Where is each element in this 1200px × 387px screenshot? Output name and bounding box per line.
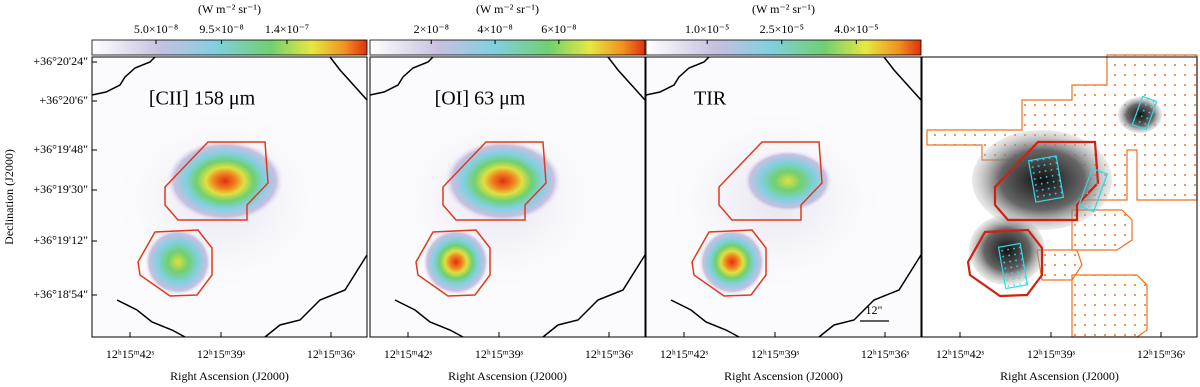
emission-blob	[422, 228, 490, 296]
panel-frame	[645, 56, 922, 338]
colorbar	[91, 39, 368, 56]
map-boundary	[91, 56, 156, 96]
panel	[921, 54, 1198, 338]
scale-bar-label: 12"	[866, 303, 883, 317]
x-tick-label: 12ʰ15ᵐ42ˢ	[106, 347, 155, 361]
colorbar-unit: (W m⁻² sr⁻¹)	[198, 2, 261, 16]
x-tick-label: 12ʰ15ᵐ36ˢ	[1137, 347, 1186, 361]
emission-blob	[144, 228, 212, 296]
panel-frame	[91, 56, 368, 338]
x-axis-title: Right Ascension (J2000)	[1000, 369, 1119, 383]
x-axis-title: Right Ascension (J2000)	[724, 369, 843, 383]
map-boundary	[645, 56, 710, 96]
footprint	[1027, 155, 1065, 203]
y-tick-label: +36°20'24"	[33, 54, 88, 68]
region-outline	[718, 141, 823, 221]
emission-blob	[165, 139, 285, 223]
colorbar-tick-label: 4.0×10⁻⁵	[834, 22, 878, 36]
map-boundary	[394, 299, 464, 338]
region-outline	[164, 141, 269, 221]
x-tick-label: 12ʰ15ᵐ36ˢ	[861, 347, 910, 361]
y-tick-label: +36°18'54"	[33, 287, 88, 301]
footprint	[1077, 167, 1109, 213]
panel	[369, 56, 646, 338]
y-tick-label: +36°19'12"	[33, 233, 88, 247]
y-tick-label: +36°19'48"	[33, 142, 88, 156]
x-tick-label: 12ʰ15ᵐ42ˢ	[660, 347, 709, 361]
region-outline	[993, 140, 1100, 222]
x-axis-title: Right Ascension (J2000)	[170, 369, 289, 383]
y-axis-title: Declination (J2000)	[2, 149, 16, 245]
x-tick-label: 12ʰ15ᵐ39ˢ	[197, 347, 246, 361]
panel-label: [OI] 63 μm	[435, 88, 526, 110]
y-tick-label: +36°20'6"	[39, 93, 88, 107]
x-axis-title: Right Ascension (J2000)	[448, 369, 567, 383]
footprint	[997, 242, 1029, 290]
x-tick-label: 12ʰ15ᵐ36ˢ	[307, 347, 356, 361]
x-tick-label: 12ʰ15ᵐ42ˢ	[936, 347, 985, 361]
colorbar-unit: (W m⁻² sr⁻¹)	[752, 2, 815, 16]
colorbar-tick-label: 2.5×10⁻⁵	[760, 22, 804, 36]
panel-frame	[921, 56, 1198, 338]
region-outline	[415, 229, 491, 297]
footprint	[1131, 95, 1158, 131]
map-boundary	[116, 299, 186, 338]
x-tick-label: 12ʰ15ᵐ39ˢ	[751, 347, 800, 361]
panel	[645, 56, 922, 338]
colorbar-tick-label: 6×10⁻⁸	[541, 22, 576, 36]
emission-blob	[743, 149, 833, 213]
colorbar-unit: (W m⁻² sr⁻¹)	[476, 2, 539, 16]
map-boundary	[542, 254, 646, 338]
y-tick-label: +36°19'30"	[33, 182, 88, 196]
region-outline	[691, 229, 767, 297]
colorbar-tick-label: 2×10⁻⁸	[414, 22, 449, 36]
map-boundary	[818, 254, 922, 338]
emission-blob	[443, 139, 563, 223]
map-boundary	[369, 56, 434, 96]
colorbar	[645, 39, 922, 56]
colorbar-tick-label: 9.5×10⁻⁸	[199, 22, 243, 36]
colorbar-tick-label: 1.4×10⁻⁷	[265, 22, 309, 36]
x-tick-label: 12ʰ15ᵐ39ˢ	[1027, 347, 1076, 361]
region-outline	[442, 141, 547, 221]
colorbar-tick-label: 1.0×10⁻⁵	[685, 22, 729, 36]
map-boundary	[670, 299, 740, 338]
panel-frame	[369, 56, 646, 338]
map-boundary	[607, 56, 646, 101]
map-boundary	[883, 56, 922, 101]
colorbar	[369, 39, 646, 56]
x-tick-label: 12ʰ15ᵐ36ˢ	[585, 347, 634, 361]
coverage-outline	[1071, 274, 1148, 338]
region-outline	[966, 228, 1044, 298]
panel-label: [CII] 158 μm	[149, 88, 256, 110]
map-boundary	[329, 56, 368, 101]
region-outline	[137, 229, 213, 297]
colorbar-tick-label: 5.0×10⁻⁸	[134, 22, 178, 36]
x-tick-label: 12ʰ15ᵐ39ˢ	[475, 347, 524, 361]
x-tick-label: 12ʰ15ᵐ42ˢ	[384, 347, 433, 361]
emission-blob	[698, 228, 766, 296]
panel	[91, 56, 368, 338]
map-boundary	[264, 254, 368, 338]
panel-label: TIR	[694, 88, 727, 110]
colorbar-tick-label: 4×10⁻⁸	[477, 22, 512, 36]
